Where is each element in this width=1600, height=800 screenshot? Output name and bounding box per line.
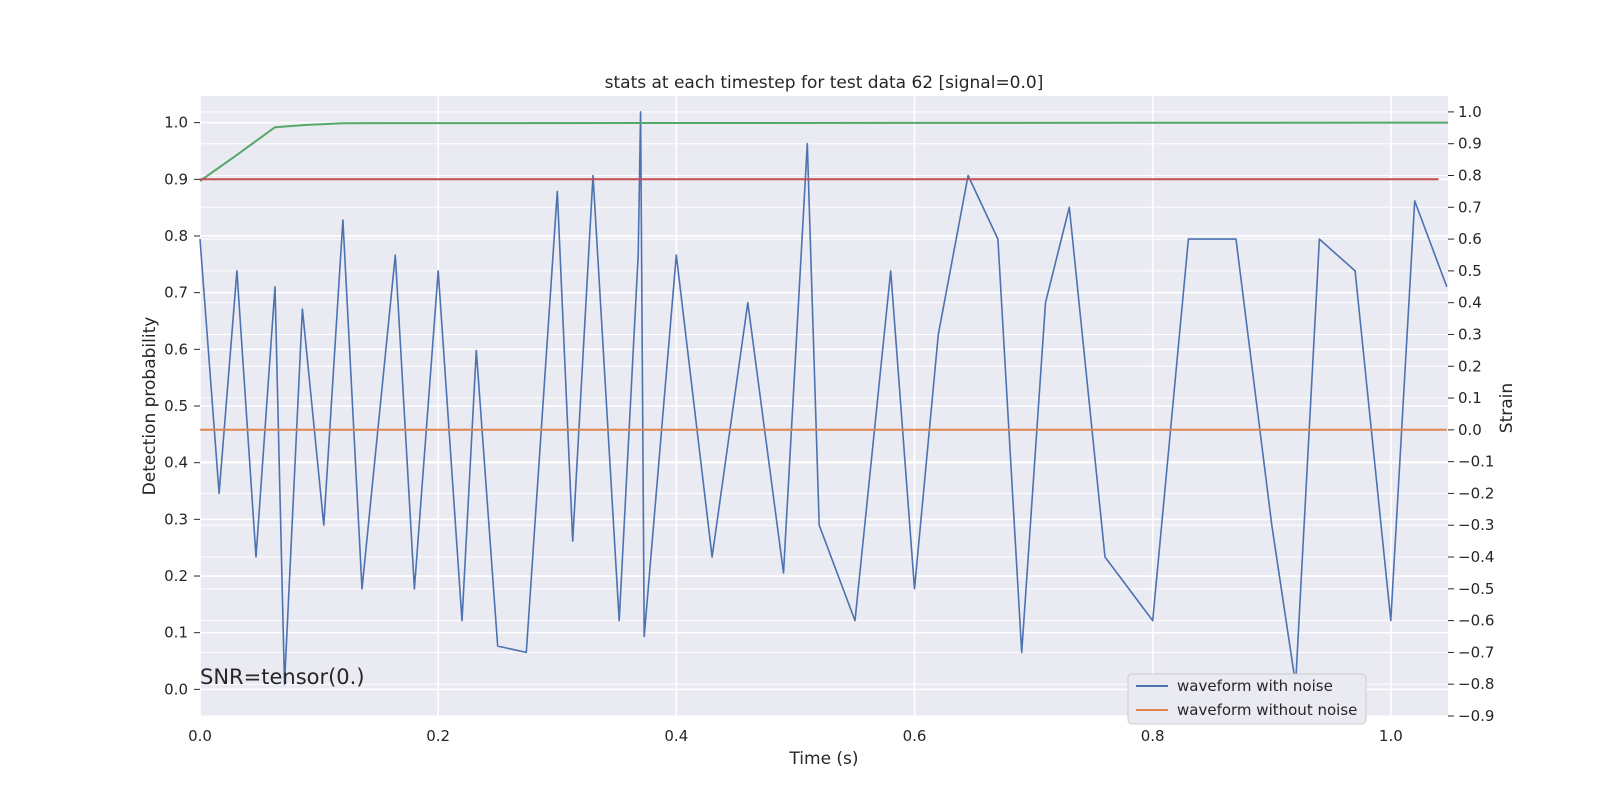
y-right-tick-label: −0.7 xyxy=(1458,643,1494,661)
y-right-tick-label: 0.6 xyxy=(1458,230,1482,248)
y-left-tick-label: 0.4 xyxy=(164,454,188,472)
y-right-tick-label: 0.7 xyxy=(1458,198,1482,216)
y-left-tick-label: 0.1 xyxy=(164,624,188,642)
y-right-tick-label: 1.0 xyxy=(1458,103,1482,121)
y-left-tick-label: 0.3 xyxy=(164,510,188,528)
y-right-tick-label: 0.8 xyxy=(1458,166,1482,184)
y-right-tick-label: −0.1 xyxy=(1458,453,1494,471)
y-right-tick-label: −0.5 xyxy=(1458,580,1494,598)
y-right-tick-label: −0.9 xyxy=(1458,707,1494,725)
y-right-tick-label: 0.2 xyxy=(1458,357,1482,375)
legend-label-clean: waveform without noise xyxy=(1177,701,1357,719)
x-tick-label: 0.0 xyxy=(188,727,212,745)
chart-title: stats at each timestep for test data 62 … xyxy=(605,73,1044,93)
y-right-tick-label: −0.8 xyxy=(1458,675,1494,693)
noisy-waveform-line xyxy=(199,111,1448,686)
y-right-tick-label: 0.3 xyxy=(1458,325,1482,343)
series-layer xyxy=(199,111,1449,686)
y-right-tick-label: −0.6 xyxy=(1458,612,1494,630)
y-left-tick-label: 0.8 xyxy=(164,227,188,245)
y-left-tick-label: 0.5 xyxy=(164,397,188,415)
x-axis-label: Time (s) xyxy=(788,749,858,769)
x-tick-label: 0.4 xyxy=(664,727,688,745)
y-left-tick-label: 0.2 xyxy=(164,567,188,585)
y-axis-label-left: Detection probability xyxy=(140,317,160,496)
y-right-tick-label: 0.1 xyxy=(1458,389,1482,407)
x-tick-label: 0.8 xyxy=(1141,727,1165,745)
snr-annotation: SNR=tensor(0.) xyxy=(200,665,365,689)
y-right-tick-label: 0.4 xyxy=(1458,294,1482,312)
y-axis-label-right: Strain xyxy=(1497,383,1517,433)
x-tick-label: 1.0 xyxy=(1379,727,1403,745)
y-left-tick-label: 0.7 xyxy=(164,284,188,302)
x-tick-label: 0.6 xyxy=(903,727,927,745)
tick-layer: 0.0 0.2 0.4 0.6 0.8 1.0 0.0 0.1 0.2 0.3 0.4 0.5 0.6 0… xyxy=(164,103,1494,745)
y-left-tick-label: 0.9 xyxy=(164,170,188,188)
legend-box xyxy=(1127,673,1367,725)
legend: waveform with noise waveform without noi… xyxy=(1127,673,1367,725)
grid-layer xyxy=(199,96,1448,717)
y-right-tick-label: −0.4 xyxy=(1458,548,1494,566)
y-right-tick-label: −0.2 xyxy=(1458,484,1494,502)
x-tick-label: 0.2 xyxy=(426,727,450,745)
y-right-tick-label: 0.5 xyxy=(1458,262,1482,280)
y-right-tick-label: 0.0 xyxy=(1458,421,1482,439)
y-left-tick-label: 1.0 xyxy=(164,114,188,132)
y-right-tick-label: 0.9 xyxy=(1458,135,1482,153)
detection-probability-line xyxy=(199,121,1449,182)
legend-label-noise: waveform with noise xyxy=(1177,677,1333,695)
y-left-tick-label: 0.0 xyxy=(164,680,188,698)
y-left-tick-label: 0.6 xyxy=(164,340,188,358)
y-right-tick-label: −0.3 xyxy=(1458,516,1494,534)
